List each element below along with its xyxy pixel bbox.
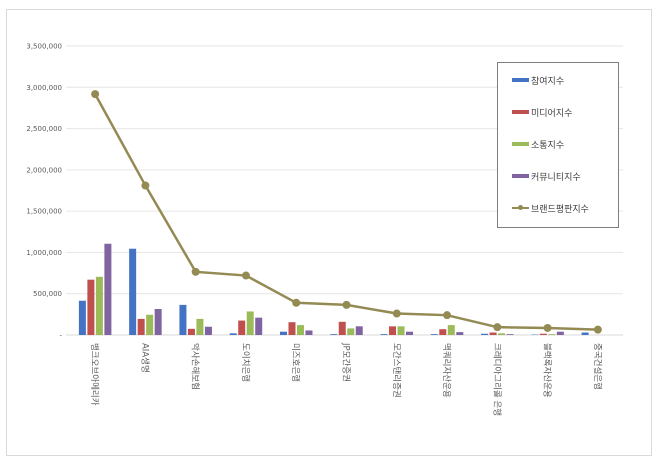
bar (296, 325, 304, 335)
bar (238, 320, 246, 335)
x-category-label: 크레디아그리콜 은행 (491, 343, 502, 416)
legend-label: 브랜드평판지수 (531, 204, 589, 215)
bar (196, 318, 204, 335)
bar (204, 326, 212, 335)
bar (355, 326, 363, 335)
legend-swatch-brand-reputation (512, 205, 529, 210)
line-marker (392, 309, 401, 318)
x-category-label: 미즈호은행 (290, 343, 301, 382)
bar-series (78, 243, 589, 335)
line-marker (593, 325, 602, 334)
y-tick-label: 3,000,000 (26, 84, 62, 92)
bar (87, 279, 95, 335)
line-marker (292, 298, 301, 307)
legend-label: 소통지수 (531, 140, 565, 151)
x-category-label: 모간스탠리증권 (391, 343, 402, 398)
legend-swatch-media (512, 110, 529, 114)
x-category-label: 맥쿼리자산운용 (441, 343, 452, 398)
bar (481, 333, 489, 335)
bar (137, 318, 145, 335)
bar (255, 317, 263, 335)
line-marker (543, 323, 552, 332)
bar (347, 328, 355, 335)
line-marker (141, 181, 150, 190)
bar (146, 314, 154, 335)
x-category-label: 블랙록자산운용 (542, 343, 553, 398)
bar (104, 243, 112, 335)
y-tick-label: - (59, 332, 62, 340)
line-marker (493, 323, 502, 332)
bar (397, 326, 405, 335)
x-category-label: 악사손해보험 (190, 343, 201, 390)
x-axis-labels: 뱅크오브아메리카 AIA생명 악사손해보험 도이치은행 미즈호은행 JP모간증권 모간스탠리… (89, 342, 603, 416)
y-tick-label: 1,000,000 (26, 249, 62, 257)
bar (305, 330, 313, 335)
line-series (91, 90, 602, 334)
bar (187, 328, 195, 335)
y-tick-label: 1,500,000 (26, 208, 62, 216)
x-category-label: 뱅크오브아메리카 (89, 343, 100, 406)
x-category-label: JP모간증권 (341, 342, 352, 382)
bar (548, 334, 556, 335)
legend-item-brand-reputation: 브랜드평판지수 (512, 202, 589, 215)
bar (389, 326, 397, 335)
bar (95, 276, 103, 335)
bar (581, 332, 589, 335)
bar (539, 333, 547, 335)
bar (430, 334, 438, 335)
bar (439, 329, 447, 335)
line-marker (342, 300, 351, 309)
bar (129, 248, 137, 335)
bar (330, 334, 338, 335)
y-tick-label: 2,000,000 (26, 166, 62, 174)
bar (179, 304, 187, 335)
x-category-label: AIA생명 (139, 343, 150, 373)
legend-label: 미디어지수 (531, 108, 573, 119)
bar (78, 300, 86, 335)
legend-item-community: 커뮤니티지수 (512, 170, 581, 183)
bar (447, 325, 455, 335)
bar (489, 332, 497, 335)
bar (456, 332, 464, 335)
line-marker (191, 267, 200, 276)
bar (229, 333, 237, 335)
bar (498, 333, 506, 335)
legend-label: 참여지수 (531, 76, 565, 87)
line-marker (91, 90, 100, 99)
bar (279, 331, 287, 335)
bar (288, 322, 296, 335)
x-category-label: 도이치은행 (240, 343, 251, 382)
line-marker (443, 311, 452, 320)
bar (506, 334, 514, 335)
y-tick-label: 3,500,000 (26, 43, 62, 51)
y-axis-ticks: - 500,000 1,000,000 1,500,000 2,000,000 2,500… (26, 43, 62, 340)
legend-swatch-communication (512, 142, 529, 146)
legend-item-media: 미디어지수 (512, 106, 573, 119)
bar (406, 331, 414, 335)
bar (380, 334, 388, 335)
y-tick-label: 2,500,000 (26, 125, 62, 133)
x-category-label: 중국건설은행 (592, 343, 603, 390)
legend-item-participation: 참여지수 (512, 74, 565, 87)
legend-item-communication: 소통지수 (512, 138, 565, 151)
bar (556, 331, 564, 335)
bar (338, 321, 346, 335)
legend-label: 커뮤니티지수 (531, 172, 581, 183)
legend-swatch-participation (512, 78, 529, 82)
bar (246, 311, 254, 335)
line-marker (241, 271, 250, 280)
legend: 참여지수 미디어지수 소통지수 커뮤니티지수 브랜드평판지수 (497, 62, 619, 228)
legend-swatch-community (512, 174, 529, 178)
bar (154, 308, 162, 335)
y-tick-label: 500,000 (33, 290, 62, 298)
